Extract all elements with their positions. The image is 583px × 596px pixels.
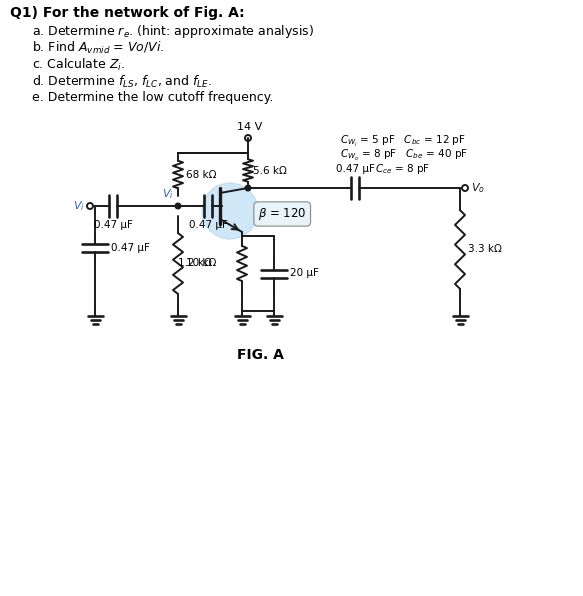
Circle shape [202, 183, 258, 239]
Text: $V_i$: $V_i$ [73, 199, 85, 213]
Text: $C_{W_i}$ = 5 pF   $C_{bc}$ = 12 pF: $C_{W_i}$ = 5 pF $C_{bc}$ = 12 pF [340, 134, 466, 149]
Text: 3.3 kΩ: 3.3 kΩ [468, 244, 502, 254]
Text: $\beta$ = 120: $\beta$ = 120 [258, 206, 307, 222]
Text: 0.47 µF: 0.47 µF [336, 164, 374, 174]
Text: 20 µF: 20 µF [290, 269, 319, 278]
Text: 0.47 µF: 0.47 µF [111, 243, 150, 253]
Text: e. Determine the low cutoff frequency.: e. Determine the low cutoff frequency. [32, 91, 273, 104]
Text: 10 kΩ: 10 kΩ [186, 259, 216, 269]
Text: $C_{ce}$ = 8 pF: $C_{ce}$ = 8 pF [375, 162, 430, 176]
Text: $V_i$: $V_i$ [162, 187, 174, 201]
Text: $C_{W_o}$ = 8 pF   $C_{be}$ = 40 pF: $C_{W_o}$ = 8 pF $C_{be}$ = 40 pF [340, 148, 468, 163]
Text: 0.47 µF: 0.47 µF [188, 220, 227, 230]
Text: 5.6 kΩ: 5.6 kΩ [253, 166, 287, 175]
Circle shape [175, 203, 181, 209]
Text: c. Calculate $Z_i$.: c. Calculate $Z_i$. [32, 57, 125, 73]
Text: 14 V: 14 V [237, 122, 262, 132]
Text: a. Determine $r_e$. (hint: approximate analysis): a. Determine $r_e$. (hint: approximate a… [32, 23, 314, 40]
Circle shape [245, 185, 251, 191]
Text: 68 kΩ: 68 kΩ [186, 169, 216, 179]
Text: 0.47 µF: 0.47 µF [93, 220, 132, 230]
Text: FIG. A: FIG. A [237, 348, 283, 362]
Text: b. Find $A_{vmid}$ = $Vo/Vi$.: b. Find $A_{vmid}$ = $Vo/Vi$. [32, 40, 164, 56]
Text: d. Determine $f_{LS}$, $f_{LC}$, and $f_{LE}$.: d. Determine $f_{LS}$, $f_{LC}$, and $f_… [32, 74, 212, 90]
Text: 1.2 kΩ: 1.2 kΩ [178, 259, 212, 269]
Text: Q1) For the network of Fig. A:: Q1) For the network of Fig. A: [10, 6, 245, 20]
Text: $V_o$: $V_o$ [471, 181, 485, 195]
